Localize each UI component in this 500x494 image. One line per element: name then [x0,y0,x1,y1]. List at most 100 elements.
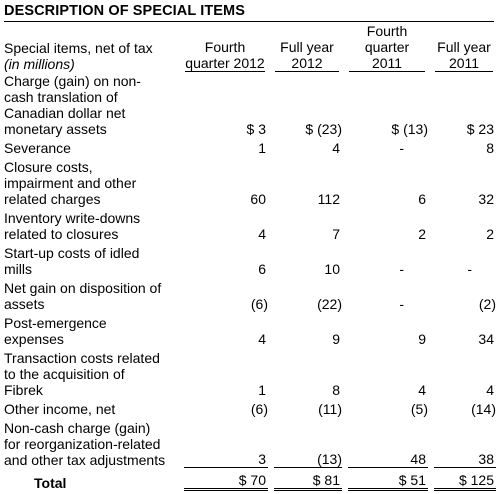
row-value: - [399,296,404,312]
row-label-line: Inventory write-downs [4,210,141,226]
row-label: Other income, net [4,400,178,419]
row-value: 3 [258,451,266,467]
row-value: (6) [250,401,268,417]
row-label: Non-cash charge (gain) for reorganization… [4,419,178,470]
row-label: Start-up costs of idled mills [4,244,178,279]
header-label-cell: Special items, net of tax (in millions) [4,23,178,72]
row-label: Post-emergence expenses [4,314,178,349]
row-label-line: related to closures [4,226,119,242]
value-box: (5) [411,401,428,417]
value-box: 1 [258,140,268,156]
row-label-line: and other tax adjustments [4,452,166,468]
table-row: Charge (gain) on non-cash translation of… [4,72,496,139]
header-col-q4-2011: Fourth quarter 2011 [342,23,428,72]
value-box: - [399,296,428,312]
value-box: 2 [418,226,428,242]
value-box: 6 [258,261,268,277]
row-value: 1 [258,140,266,156]
value-box: 3 [184,451,268,468]
header-col-fy-2012: Full year 2012 [268,23,342,72]
row-value-cell: 38 [428,419,496,470]
header-col-fy-2011: Full year 2011 [428,23,496,72]
total-value: $ 70 [238,472,266,488]
row-value-cell: 6 [342,158,428,209]
row-value: (14) [471,401,496,417]
header-col-q4-2012: Fourth quarter 2012 [178,23,268,72]
row-value: $ 23 [466,121,494,137]
value-box: 7 [332,226,342,242]
row-label-line: to the acquisition of [4,366,125,382]
total-value-cell: $ 81 [268,470,342,493]
table-body: Charge (gain) on non-cash translation of… [4,72,496,493]
total-value-box: $ 51 [348,472,428,491]
value-box: 9 [418,331,428,347]
row-value-cell: 34 [428,314,496,349]
table-row: Severance 1 4 - 8 [4,139,496,158]
value-box: 4 [418,382,428,398]
value-box: (6) [251,401,268,417]
total-value: $ 125 [458,472,494,488]
value-box: - [399,140,428,156]
row-value-cell: 8 [428,139,496,158]
row-value: 4 [258,226,266,242]
total-label: Total [34,475,67,491]
row-value-cell: - [342,139,428,158]
row-value: 1 [258,382,266,398]
value-box: - [399,261,428,277]
row-value-cell: 4 [178,314,268,349]
value-box: 38 [434,451,496,468]
row-value-cell: 1 [178,349,268,400]
row-value: $ 3 [246,121,266,137]
row-value: 112 [317,191,340,207]
row-value: 2 [486,226,494,242]
row-label-line: Canadian dollar net [4,105,126,121]
row-value: - [399,140,404,156]
row-label-line: Net gain on disposition of [4,280,162,296]
total-value-box: $ 81 [274,472,342,491]
row-value: (22) [317,296,342,312]
header-rule [4,21,494,22]
row-label: Transaction costs related to the acquisit… [4,349,178,400]
value-box: 9 [332,331,342,347]
header-col-line2: quarter 2011 [364,39,410,71]
row-value: 9 [332,331,340,347]
row-value-cell: 1 [178,139,268,158]
row-value-cell: 10 [268,244,342,279]
total-value-cell: $ 125 [428,470,496,493]
page-title: DESCRIPTION OF SPECIAL ITEMS [4,3,246,19]
value-box: 8 [486,140,496,156]
row-value: 6 [258,261,266,277]
row-label-line: mills [4,261,32,277]
row-label: Charge (gain) on non-cash translation of… [4,72,178,139]
row-value-cell: 112 [268,158,342,209]
row-value: (13) [317,451,342,467]
table-row: Closure costs, impairment and other relate… [4,158,496,209]
row-value: 10 [324,261,340,277]
value-box: (6) [251,296,268,312]
row-value: $ (23) [305,121,342,137]
row-label-line: Start-up costs of idled [4,245,140,261]
value-box: (11) [318,401,342,417]
value-box: (14) [471,401,496,417]
row-label-line: for reorganization-related [4,436,161,452]
row-value: (6) [250,296,268,312]
value-box: 1 [258,382,268,398]
row-value-cell: 9 [342,314,428,349]
row-value-cell: 7 [268,209,342,244]
table-row: Other income, net (6) (11) (5) (14) [4,400,496,419]
row-value-cell: $ (13) [342,72,428,139]
total-value: $ 81 [312,472,340,488]
row-value-cell: 4 [178,209,268,244]
value-box: 6 [418,191,428,207]
row-value-cell: 6 [178,244,268,279]
header-col-line1: Full year [280,39,334,55]
value-box: 10 [324,261,342,277]
row-label-line: Transaction costs related [4,350,160,366]
row-value-cell: (11) [268,400,342,419]
row-value-cell: 3 [178,419,268,470]
table-row: Non-cash charge (gain) for reorganization… [4,419,496,470]
row-label-line: cash translation of [4,89,118,105]
row-value: (5) [410,401,428,417]
row-value-cell: 60 [178,158,268,209]
row-label-line: Fibrek [4,382,43,398]
